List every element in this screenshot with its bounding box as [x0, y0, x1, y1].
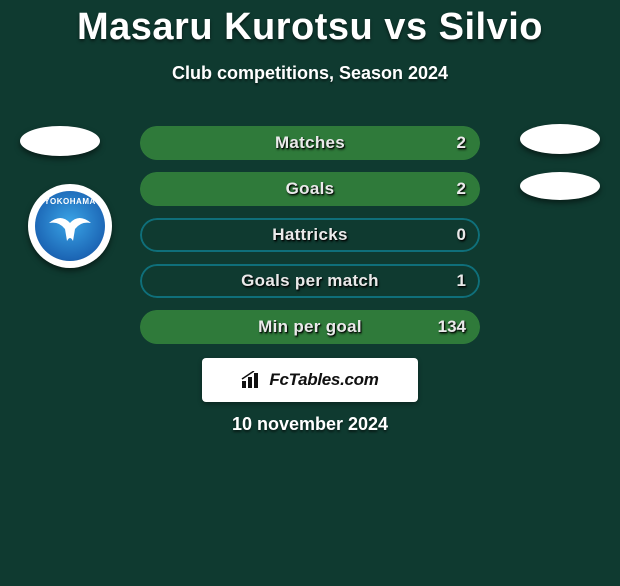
- stat-row: Goals2: [140, 172, 480, 206]
- stat-row: Hattricks0: [140, 218, 480, 252]
- stat-value: 2: [457, 179, 466, 199]
- stat-bar-fill: [140, 126, 480, 160]
- stat-value: 2: [457, 133, 466, 153]
- date-text: 10 november 2024: [0, 414, 620, 435]
- brand-text: FcTables.com: [269, 370, 378, 390]
- club-badge-inner: [35, 191, 105, 261]
- right-flag-icon: [520, 124, 600, 154]
- stat-label: Goals per match: [140, 271, 480, 291]
- bar-chart-icon: [241, 371, 263, 389]
- stat-bar-outline: [140, 218, 480, 252]
- stat-value: 0: [457, 225, 466, 245]
- stat-bar-fill: [140, 310, 480, 344]
- subtitle: Club competitions, Season 2024: [0, 63, 620, 84]
- seagull-icon: [47, 213, 93, 243]
- stat-row: Min per goal134: [140, 310, 480, 344]
- stat-bar-outline: [140, 264, 480, 298]
- left-flag-icon: [20, 126, 100, 156]
- club-badge-icon: [28, 184, 112, 268]
- stat-value: 134: [438, 317, 466, 337]
- stat-row: Goals per match1: [140, 264, 480, 298]
- right-badge-placeholder-icon: [520, 172, 600, 200]
- stat-bar-fill: [140, 172, 480, 206]
- stat-row: Matches2: [140, 126, 480, 160]
- stats-bar-chart: Matches2Goals2Hattricks0Goals per match1…: [140, 126, 480, 356]
- brand-box: FcTables.com: [202, 358, 418, 402]
- page-title: Masaru Kurotsu vs Silvio: [0, 6, 620, 49]
- stat-label: Hattricks: [140, 225, 480, 245]
- stat-value: 1: [457, 271, 466, 291]
